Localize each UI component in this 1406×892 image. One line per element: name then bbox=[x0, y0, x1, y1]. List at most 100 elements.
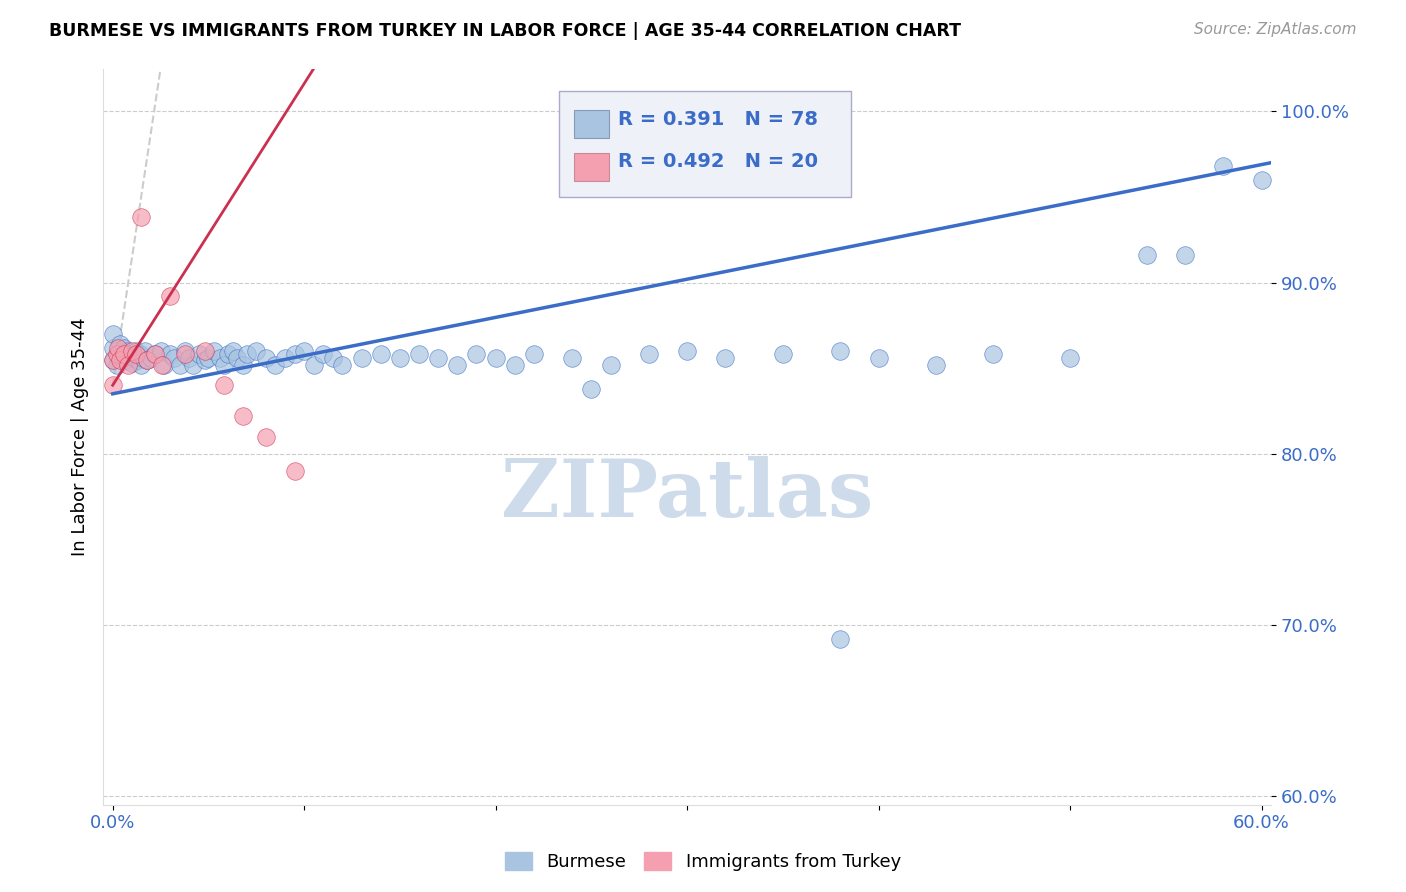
Point bbox=[174, 347, 197, 361]
Point bbox=[388, 351, 411, 365]
Point bbox=[868, 351, 890, 365]
Point bbox=[332, 358, 354, 372]
Point bbox=[194, 343, 217, 358]
Text: Source: ZipAtlas.com: Source: ZipAtlas.com bbox=[1194, 22, 1357, 37]
Point bbox=[485, 351, 508, 365]
Point bbox=[245, 343, 267, 358]
Point bbox=[117, 358, 139, 372]
Point bbox=[284, 464, 307, 478]
Point bbox=[121, 343, 143, 358]
Point bbox=[208, 351, 231, 365]
Point bbox=[112, 341, 135, 355]
Point bbox=[772, 347, 794, 361]
Point bbox=[212, 378, 235, 392]
Point bbox=[111, 351, 134, 365]
Point bbox=[101, 341, 124, 355]
FancyBboxPatch shape bbox=[574, 111, 609, 138]
Point bbox=[143, 347, 166, 361]
Point bbox=[159, 289, 181, 303]
Point bbox=[149, 343, 172, 358]
Point bbox=[1059, 351, 1081, 365]
Point bbox=[131, 358, 153, 372]
Point bbox=[1136, 248, 1159, 262]
Point bbox=[110, 352, 132, 367]
Point bbox=[124, 347, 146, 361]
Point bbox=[131, 211, 153, 225]
Point bbox=[179, 351, 201, 365]
Point bbox=[174, 343, 197, 358]
Point bbox=[101, 378, 124, 392]
Point bbox=[830, 632, 852, 646]
Point bbox=[284, 347, 307, 361]
Point bbox=[1250, 173, 1272, 187]
Point bbox=[112, 347, 135, 361]
Point bbox=[561, 351, 583, 365]
Legend: Burmese, Immigrants from Turkey: Burmese, Immigrants from Turkey bbox=[498, 845, 908, 879]
Point bbox=[226, 351, 249, 365]
Point bbox=[637, 347, 659, 361]
Point bbox=[503, 358, 526, 372]
FancyBboxPatch shape bbox=[558, 91, 851, 197]
Point bbox=[134, 343, 156, 358]
Point bbox=[110, 337, 132, 351]
Point bbox=[427, 351, 450, 365]
Point bbox=[465, 347, 488, 361]
Point bbox=[153, 358, 176, 372]
Point bbox=[232, 409, 254, 423]
Text: R = 0.391   N = 78: R = 0.391 N = 78 bbox=[619, 110, 818, 128]
Point bbox=[446, 358, 468, 372]
Point bbox=[117, 343, 139, 358]
Point bbox=[1212, 159, 1234, 173]
Point bbox=[127, 352, 149, 367]
Point bbox=[143, 347, 166, 361]
Point bbox=[274, 351, 297, 365]
Text: BURMESE VS IMMIGRANTS FROM TURKEY IN LABOR FORCE | AGE 35-44 CORRELATION CHART: BURMESE VS IMMIGRANTS FROM TURKEY IN LAB… bbox=[49, 22, 962, 40]
Point bbox=[222, 343, 245, 358]
Point bbox=[136, 352, 159, 367]
Point bbox=[217, 347, 239, 361]
Point bbox=[830, 343, 852, 358]
Point bbox=[235, 347, 257, 361]
Point bbox=[983, 347, 1005, 361]
Point bbox=[136, 352, 159, 367]
Point bbox=[115, 352, 138, 367]
Point bbox=[925, 358, 948, 372]
Point bbox=[202, 343, 225, 358]
Point bbox=[350, 351, 373, 365]
Point bbox=[118, 347, 141, 361]
Point bbox=[523, 347, 546, 361]
Point bbox=[122, 351, 145, 365]
Point bbox=[232, 358, 254, 372]
Point bbox=[1174, 248, 1197, 262]
Point bbox=[101, 352, 124, 367]
Point bbox=[181, 358, 204, 372]
Point bbox=[254, 351, 277, 365]
Point bbox=[101, 326, 124, 341]
Point bbox=[107, 347, 129, 361]
Point bbox=[312, 347, 335, 361]
Text: R = 0.492   N = 20: R = 0.492 N = 20 bbox=[619, 153, 818, 171]
Point bbox=[581, 382, 603, 396]
Point bbox=[676, 343, 699, 358]
Point bbox=[105, 358, 128, 372]
Point bbox=[370, 347, 392, 361]
Point bbox=[124, 343, 146, 358]
Point bbox=[128, 347, 150, 361]
Point bbox=[408, 347, 430, 361]
Point bbox=[152, 358, 174, 372]
Point bbox=[714, 351, 737, 365]
Point bbox=[101, 352, 124, 367]
Text: ZIPatlas: ZIPatlas bbox=[501, 457, 873, 534]
Point bbox=[132, 351, 155, 365]
Point bbox=[264, 358, 287, 372]
FancyBboxPatch shape bbox=[574, 153, 609, 181]
Point bbox=[187, 347, 209, 361]
Point bbox=[139, 351, 162, 365]
Point bbox=[159, 347, 181, 361]
Point bbox=[107, 341, 129, 355]
Point bbox=[163, 351, 186, 365]
Point bbox=[212, 358, 235, 372]
Point bbox=[302, 358, 325, 372]
Point bbox=[197, 351, 219, 365]
Point bbox=[254, 429, 277, 443]
